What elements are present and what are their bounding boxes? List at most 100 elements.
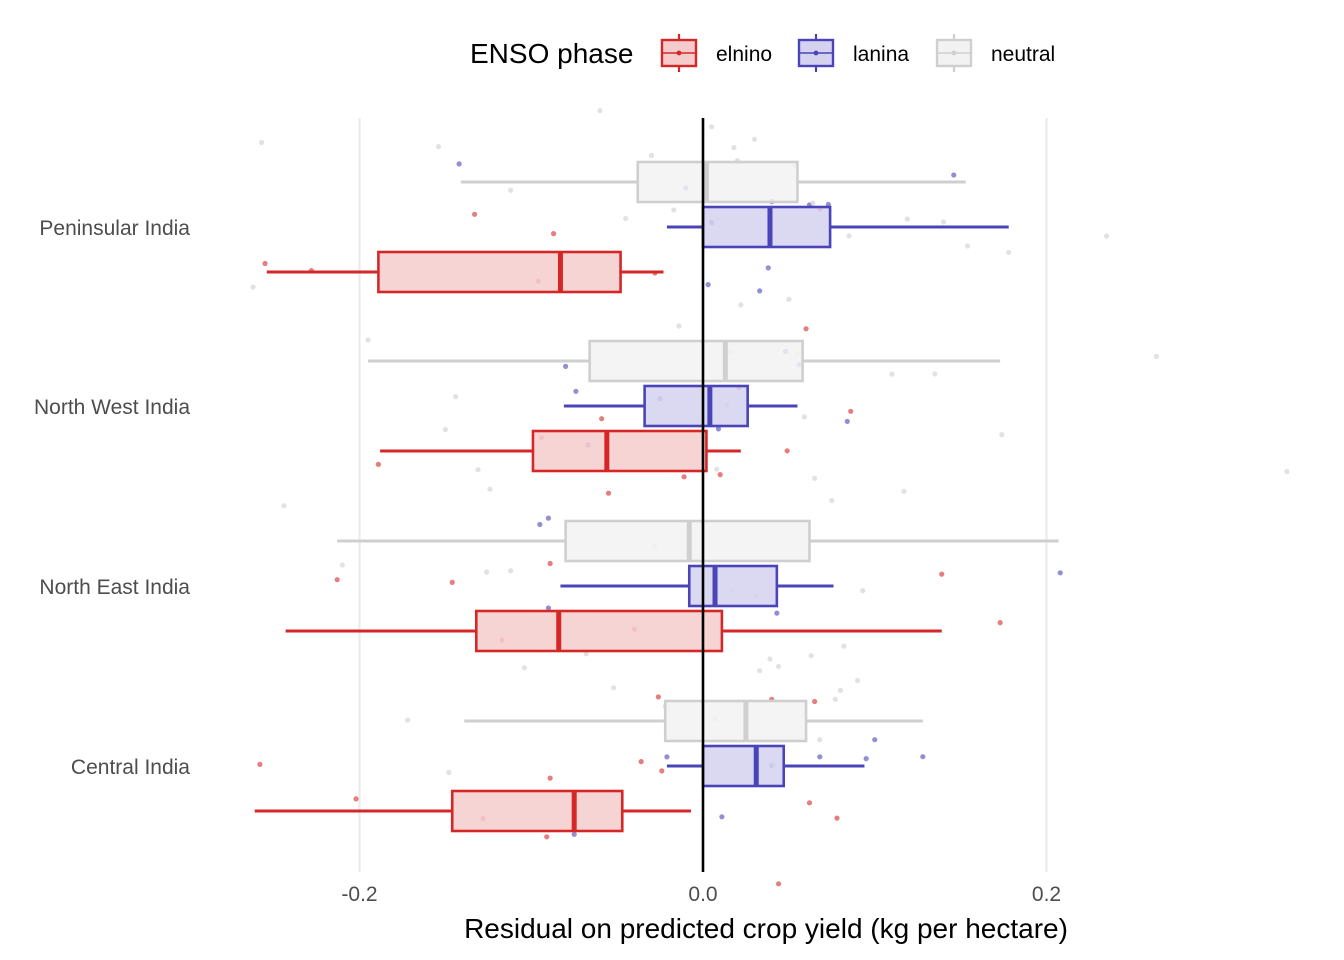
elnino-point — [812, 698, 818, 705]
neutral-point — [1104, 233, 1110, 239]
elnino-point — [834, 815, 840, 821]
elnino-point — [550, 231, 557, 237]
lanina-point — [563, 363, 569, 369]
x-tick-labels: -0.2 0.0 0.2 — [341, 883, 1061, 906]
legend: ENSO phase elnino lanina neutral — [470, 34, 1055, 72]
neutral-point — [738, 302, 744, 308]
legend-key-point — [951, 50, 957, 56]
y-tick-label: North West India — [34, 396, 190, 419]
elnino-point — [681, 474, 687, 480]
x-axis-title: Residual on predicted crop yield (kg per… — [464, 913, 1068, 944]
neutral-point — [846, 233, 852, 239]
box-layer — [254, 160, 1059, 833]
elnino-point — [547, 560, 553, 567]
lanina-point — [719, 814, 725, 820]
x-tick-label: 0.2 — [1032, 883, 1061, 906]
legend-label: elnino — [716, 43, 772, 66]
lanina-point — [951, 172, 957, 178]
neutral-point — [1006, 249, 1012, 255]
neutral-point — [623, 215, 629, 222]
neutral-point — [841, 643, 847, 649]
neutral-point — [521, 665, 527, 671]
lanina-box — [701, 744, 786, 788]
neutral-point — [964, 243, 971, 249]
lanina-point — [757, 288, 763, 294]
lanina-point — [545, 605, 552, 611]
y-tick-label: North East India — [39, 576, 190, 599]
neutral-point — [751, 136, 758, 142]
elnino-point — [334, 577, 340, 583]
lanina-point — [774, 610, 780, 616]
neutral-point — [676, 323, 682, 329]
legend-label: lanina — [853, 43, 909, 66]
y-tick-label: Central India — [71, 756, 190, 779]
neutral-box — [588, 339, 804, 383]
lanina-point — [817, 754, 823, 760]
lanina-point — [872, 737, 878, 743]
elnino-box — [474, 609, 724, 653]
legend-items: elnino lanina neutral — [660, 34, 1055, 72]
elnino-point — [803, 326, 809, 332]
elnino-point — [257, 761, 263, 768]
neutral-point — [442, 426, 448, 433]
neutral-point — [475, 467, 481, 473]
legend-key-point — [676, 50, 682, 56]
legend-item-neutral: neutral — [935, 34, 1055, 72]
neutral-point — [365, 337, 371, 343]
neutral-point — [1153, 353, 1160, 359]
elnino-point — [806, 800, 813, 806]
neutral-point — [1284, 469, 1290, 475]
y-tick-label: Peninsular India — [39, 217, 190, 240]
neutral-point — [775, 663, 782, 670]
elnino-point — [775, 881, 782, 887]
neutral-point — [817, 737, 823, 743]
lanina-point — [715, 426, 722, 432]
elnino-box — [377, 250, 622, 294]
neutral-point — [453, 394, 459, 400]
elnino-point — [997, 620, 1003, 626]
lanina-point — [664, 754, 670, 760]
y-tick-labels: Peninsular India North West India North Ea… — [34, 217, 190, 779]
elnino-point — [471, 211, 478, 217]
neutral-point — [611, 685, 617, 691]
neutral-point — [671, 207, 677, 213]
neutral-point — [786, 296, 792, 302]
neutral-point — [597, 108, 603, 114]
lanina-point — [920, 754, 926, 760]
neutral-point — [808, 653, 814, 659]
elnino-box — [531, 429, 708, 473]
neutral-point — [435, 144, 442, 150]
neutral-point — [339, 562, 345, 568]
neutral-point — [714, 466, 720, 472]
elnino-point — [848, 408, 854, 414]
neutral-box — [636, 160, 799, 204]
lanina-point — [545, 515, 552, 521]
x-tick-label: -0.2 — [341, 883, 377, 906]
neutral-point — [483, 569, 490, 575]
lanina-box — [701, 205, 832, 249]
neutral-point — [259, 139, 265, 146]
neutral-point — [250, 284, 256, 290]
neutral-point — [889, 371, 895, 377]
elnino-point — [605, 490, 612, 496]
neutral-point — [904, 216, 910, 222]
neutral-point — [281, 503, 287, 509]
neutral-point — [940, 219, 947, 225]
lanina-box — [643, 384, 749, 428]
neutral-point — [708, 124, 715, 130]
neutral-point — [812, 475, 818, 481]
neutral-point — [837, 687, 844, 694]
legend-item-elnino: elnino — [660, 34, 772, 72]
lanina-point — [1057, 570, 1063, 576]
neutral-point — [767, 656, 773, 662]
neutral-point — [487, 486, 493, 492]
elnino-box — [450, 789, 624, 833]
elnino-point — [655, 694, 661, 700]
neutral-point — [999, 432, 1005, 438]
neutral-point — [860, 588, 866, 594]
lanina-point — [863, 756, 869, 762]
elnino-point — [375, 461, 381, 467]
lanina-point — [705, 282, 711, 288]
neutral-point — [801, 414, 807, 420]
lanina-point — [537, 521, 543, 528]
